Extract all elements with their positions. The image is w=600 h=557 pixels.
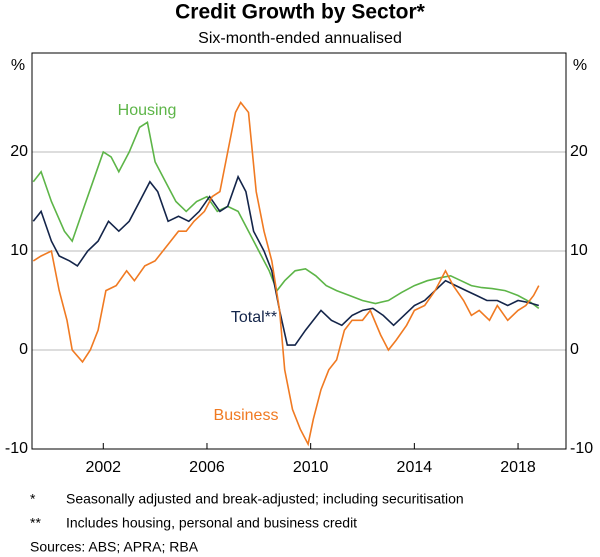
- y-tick-label: 0: [570, 341, 579, 358]
- x-tick-label: 2014: [397, 459, 433, 476]
- note-marker: **: [30, 515, 41, 531]
- x-tick-label: 2018: [500, 459, 536, 476]
- y-tick-label: 10: [570, 242, 588, 259]
- series-label: Total**: [231, 309, 277, 326]
- note-text: Seasonally adjusted and break-adjusted; …: [66, 491, 464, 507]
- note-marker: *: [30, 491, 36, 507]
- chart-subtitle: Six-month-ended annualised: [198, 30, 402, 47]
- series-line: [32, 120, 540, 310]
- y-tick-label: 10: [10, 242, 28, 259]
- sources: Sources: ABS; APRA; RBA: [30, 539, 199, 555]
- x-tick-label: 2010: [293, 459, 329, 476]
- y-tick-label: -10: [5, 440, 28, 457]
- y-tick-label: 20: [570, 143, 588, 160]
- y-tick-label: 20: [10, 143, 28, 160]
- x-tick-label: 2006: [189, 459, 225, 476]
- note-text: Includes housing, personal and business …: [66, 515, 357, 531]
- series-line: [32, 174, 540, 346]
- series-label: Business: [214, 407, 279, 424]
- y-tick-label: 0: [19, 341, 28, 358]
- y-axis-label: %: [573, 57, 587, 74]
- chart-title: Credit Growth by Sector*: [175, 1, 426, 24]
- y-axis-label: %: [11, 57, 25, 74]
- series-label: Housing: [118, 102, 177, 119]
- x-tick-label: 2002: [85, 459, 121, 476]
- y-tick-label: -10: [570, 440, 593, 457]
- plot-frame: [31, 52, 567, 450]
- series-line: [32, 101, 540, 447]
